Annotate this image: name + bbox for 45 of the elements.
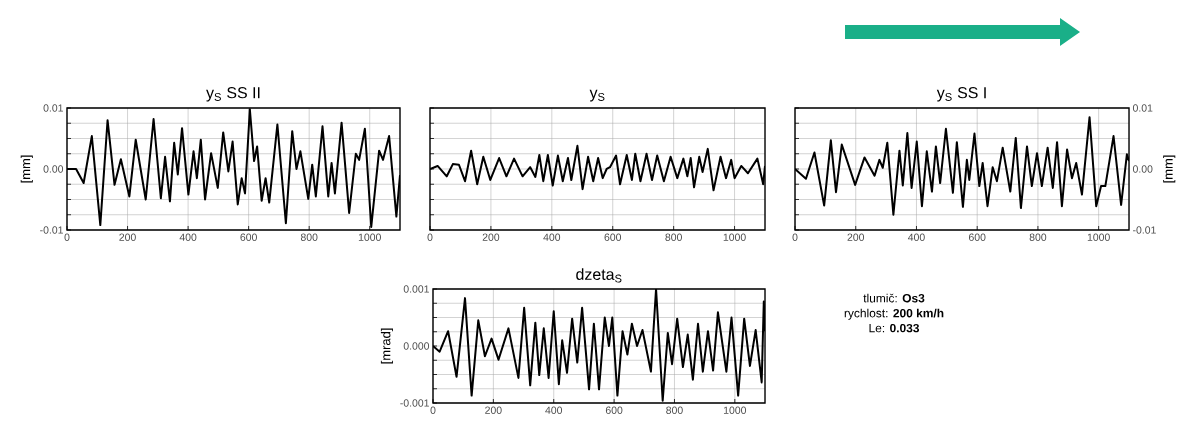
chart-title: y$_{S}$ bbox=[589, 89, 605, 102]
x-tick-label: 0 bbox=[427, 233, 433, 241]
y-tick-label: 0.01 bbox=[43, 104, 63, 112]
chart-title: y$_{S}$ SS I bbox=[936, 87, 986, 102]
x-tick-label: 600 bbox=[605, 406, 623, 414]
x-tick-label: 800 bbox=[666, 406, 683, 414]
text: Le: 0.033 bbox=[869, 323, 920, 333]
x-tick-label: 200 bbox=[485, 406, 502, 414]
x-tick-label: 200 bbox=[119, 233, 136, 241]
x-tick-label: 400 bbox=[545, 406, 563, 414]
y-axis-title: [mm] bbox=[1163, 155, 1176, 183]
x-tick-label: 0 bbox=[64, 233, 70, 241]
y-tick-label: 0.01 bbox=[1132, 104, 1153, 112]
x-tick-label: 1000 bbox=[1087, 233, 1110, 241]
x-tick-label: 400 bbox=[543, 233, 561, 241]
x-tick-label: 800 bbox=[665, 233, 682, 241]
y-tick-label: -0.01 bbox=[40, 226, 63, 234]
y-tick-label: 0.000 bbox=[403, 342, 430, 350]
x-tick-label: 600 bbox=[969, 233, 986, 241]
y-tick-label: 0.001 bbox=[403, 285, 429, 293]
chart-title: dzeta$_{S}$ bbox=[576, 268, 622, 283]
x-tick-label: 400 bbox=[907, 233, 925, 241]
y-tick-label: -0.01 bbox=[1133, 226, 1156, 234]
y-axis-title: [mrad] bbox=[380, 328, 393, 364]
x-tick-label: 800 bbox=[300, 233, 318, 241]
x-tick-label: 200 bbox=[847, 233, 865, 241]
x-tick-label: 0 bbox=[430, 406, 436, 414]
y-axis-title: [mm] bbox=[20, 155, 33, 183]
x-tick-label: 400 bbox=[179, 233, 197, 241]
chart-title: y$_{S}$ SS II bbox=[206, 87, 260, 102]
x-tick-label: 0 bbox=[792, 233, 798, 241]
text: tlumič: Os3 bbox=[863, 293, 925, 303]
x-tick-label: 1000 bbox=[723, 233, 746, 241]
x-tick-label: 1000 bbox=[723, 406, 747, 414]
x-tick-label: 600 bbox=[240, 233, 257, 241]
x-tick-label: 1000 bbox=[358, 233, 381, 241]
line-series bbox=[433, 289, 766, 402]
x-tick-label: 800 bbox=[1029, 233, 1047, 241]
line-series bbox=[67, 108, 400, 228]
text: rychlost: 200 km/h bbox=[844, 308, 944, 320]
x-tick-label: 600 bbox=[604, 233, 622, 241]
y-tick-label: -0.001 bbox=[400, 399, 429, 407]
y-tick-label: 0.00 bbox=[1132, 165, 1153, 173]
y-tick-label: 0.00 bbox=[43, 165, 64, 173]
x-tick-label: 200 bbox=[482, 233, 500, 241]
